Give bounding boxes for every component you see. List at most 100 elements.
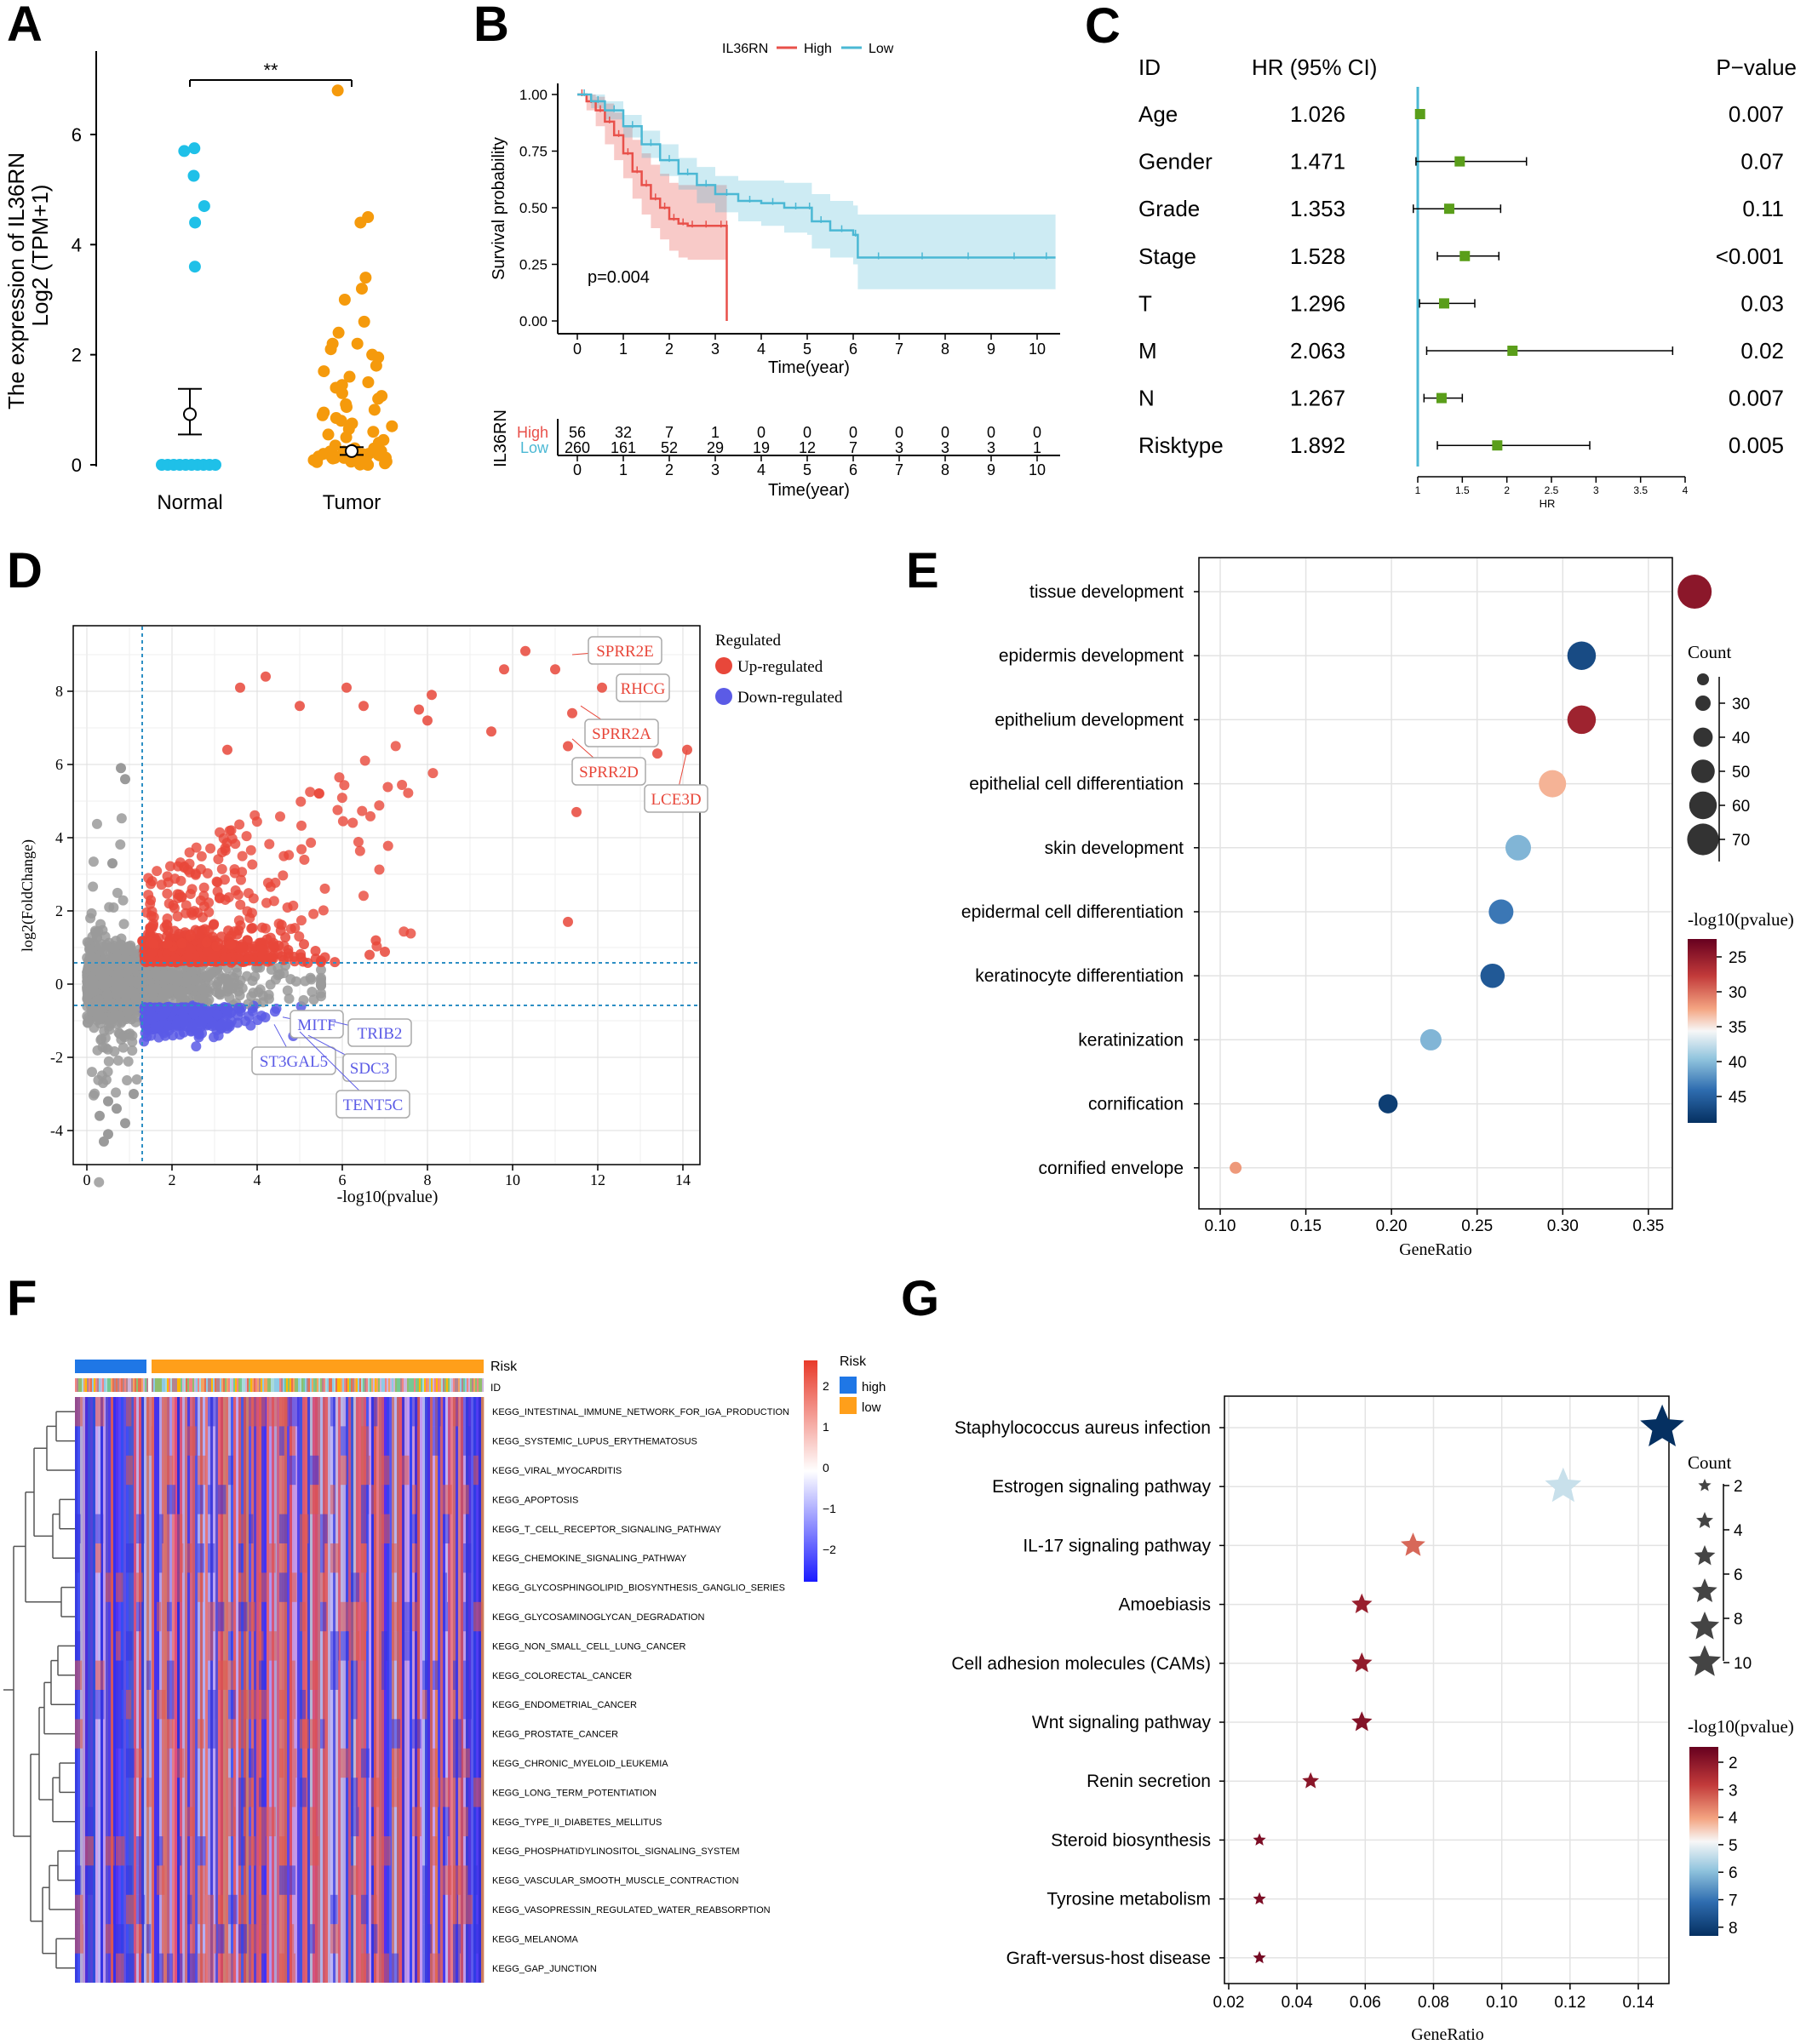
f-heatmap-column bbox=[177, 1397, 181, 1983]
f-id-bar-cell bbox=[264, 1378, 266, 1392]
f-heatmap-cell bbox=[402, 1455, 410, 1486]
f-heatmap-cell bbox=[473, 1924, 481, 1954]
normal-point bbox=[188, 142, 201, 155]
f-heatmap-column bbox=[376, 1397, 380, 1983]
e-term-label: tissue development bbox=[1029, 582, 1184, 602]
e-colorbar-label: 45 bbox=[1729, 1089, 1746, 1107]
f-heatmap-cell bbox=[351, 1778, 358, 1807]
f-id-bar-cell bbox=[203, 1378, 204, 1392]
up-point bbox=[201, 936, 212, 948]
f-heatmap-column bbox=[287, 1397, 290, 1983]
forest-row-hr: 1.471 bbox=[1290, 149, 1345, 175]
f-annot-id: ID bbox=[490, 1382, 501, 1394]
forest-header-p: P−value bbox=[1716, 54, 1797, 80]
up-point bbox=[241, 831, 252, 842]
forest-row-hr: 1.296 bbox=[1290, 290, 1345, 316]
volcano-point bbox=[307, 987, 318, 998]
volcano-x-tick-label: 12 bbox=[590, 1171, 605, 1188]
up-point bbox=[347, 817, 358, 828]
g-colorbar-label: 6 bbox=[1729, 1864, 1738, 1882]
f-scale-label: 2 bbox=[823, 1379, 829, 1393]
f-heatmap-cell bbox=[126, 1543, 135, 1573]
f-scale-bar bbox=[804, 1360, 817, 1582]
up-point bbox=[289, 952, 300, 963]
f-heatmap-column bbox=[88, 1397, 91, 1983]
up-point bbox=[246, 907, 257, 919]
down-point bbox=[245, 1020, 256, 1031]
f-id-bar-cell bbox=[221, 1378, 223, 1392]
f-heatmap-cell bbox=[208, 1397, 215, 1427]
volcano-x-tick-label: 8 bbox=[424, 1171, 432, 1188]
volcano-point bbox=[99, 1136, 109, 1147]
f-heatmap-cell bbox=[75, 1514, 81, 1543]
f-legend-title: Risk bbox=[840, 1354, 867, 1369]
f-heatmap-cell bbox=[453, 1924, 462, 1954]
f-id-bar-cell bbox=[341, 1378, 342, 1392]
f-id-bar-cell bbox=[334, 1378, 335, 1392]
volcano-point bbox=[127, 1036, 138, 1047]
forest-row-hr: 1.267 bbox=[1290, 386, 1345, 411]
g-star bbox=[1253, 1833, 1266, 1846]
risk-count: 0 bbox=[1033, 424, 1041, 441]
risk-x-tick-label: 7 bbox=[895, 461, 903, 478]
volcano-point bbox=[87, 1067, 98, 1078]
km-curve-low bbox=[577, 93, 1056, 259]
f-id-bar-cell bbox=[170, 1378, 172, 1392]
f-heatmap-cell bbox=[157, 1865, 165, 1895]
f-heatmap-cell bbox=[422, 1924, 432, 1954]
f-id-bar-cell bbox=[158, 1378, 160, 1392]
km-legend-title: IL36RN bbox=[722, 42, 768, 56]
down-point bbox=[145, 1007, 156, 1018]
f-heatmap-cell bbox=[238, 1778, 246, 1807]
f-heatmap-cell bbox=[136, 1748, 142, 1778]
f-heatmap-cell bbox=[126, 1455, 134, 1486]
e-size-legend-label: 70 bbox=[1732, 832, 1750, 850]
f-heatmap-cell bbox=[177, 1748, 185, 1778]
f-heatmap-cell bbox=[392, 1748, 398, 1778]
up-point bbox=[295, 701, 305, 712]
f-id-bar-cell bbox=[269, 1378, 271, 1392]
f-id-bar-cell bbox=[124, 1378, 126, 1392]
f-heatmap-cell bbox=[259, 1806, 268, 1836]
up-point bbox=[295, 820, 307, 831]
e-size-legend-dot bbox=[1697, 673, 1709, 685]
km-y-tick-label: 0.50 bbox=[519, 200, 548, 216]
f-heatmap-column bbox=[415, 1397, 418, 1983]
volcano-point bbox=[116, 763, 126, 774]
f-id-bar-cell bbox=[286, 1378, 288, 1392]
volcano-point bbox=[112, 1103, 122, 1114]
f-id-bar-cell bbox=[184, 1378, 186, 1392]
volcano-point bbox=[101, 989, 112, 1000]
up-point bbox=[221, 953, 232, 964]
f-heatmap-cell bbox=[238, 1514, 244, 1543]
risk-count: 19 bbox=[753, 439, 770, 456]
f-heatmap-cell bbox=[351, 1690, 358, 1720]
g-star bbox=[1351, 1711, 1373, 1732]
f-heatmap-cell bbox=[95, 1690, 105, 1720]
f-id-bar-cell bbox=[424, 1378, 426, 1392]
f-heatmap-cell bbox=[116, 1572, 123, 1602]
g-size-legend-label: 4 bbox=[1734, 1522, 1743, 1540]
tumor-point bbox=[386, 420, 399, 432]
up-point bbox=[226, 833, 238, 845]
up-point bbox=[202, 867, 213, 879]
f-id-bar-cell bbox=[160, 1378, 162, 1392]
f-heatmap-cell bbox=[269, 1397, 278, 1427]
up-point bbox=[146, 947, 158, 958]
f-heatmap-cell bbox=[85, 1806, 94, 1836]
f-id-bar-cell bbox=[368, 1378, 370, 1392]
f-heatmap-column bbox=[297, 1397, 301, 1983]
forest-row-p: <0.001 bbox=[1716, 243, 1784, 269]
up-point bbox=[380, 947, 390, 958]
up-point bbox=[261, 954, 272, 965]
f-id-bar-cell bbox=[463, 1378, 465, 1392]
up-point bbox=[427, 690, 437, 701]
volcano-point bbox=[91, 818, 102, 829]
f-id-bar-cell bbox=[375, 1378, 376, 1392]
f-pathway-label: KEGG_VASOPRESSIN_REGULATED_WATER_REABSOR… bbox=[492, 1905, 771, 1915]
forest-row-p: 0.11 bbox=[1742, 196, 1784, 221]
f-heatmap-cell bbox=[136, 1924, 143, 1954]
f-heatmap-column bbox=[154, 1397, 158, 1983]
f-id-bar-cell bbox=[118, 1378, 119, 1392]
up-point bbox=[260, 923, 271, 934]
